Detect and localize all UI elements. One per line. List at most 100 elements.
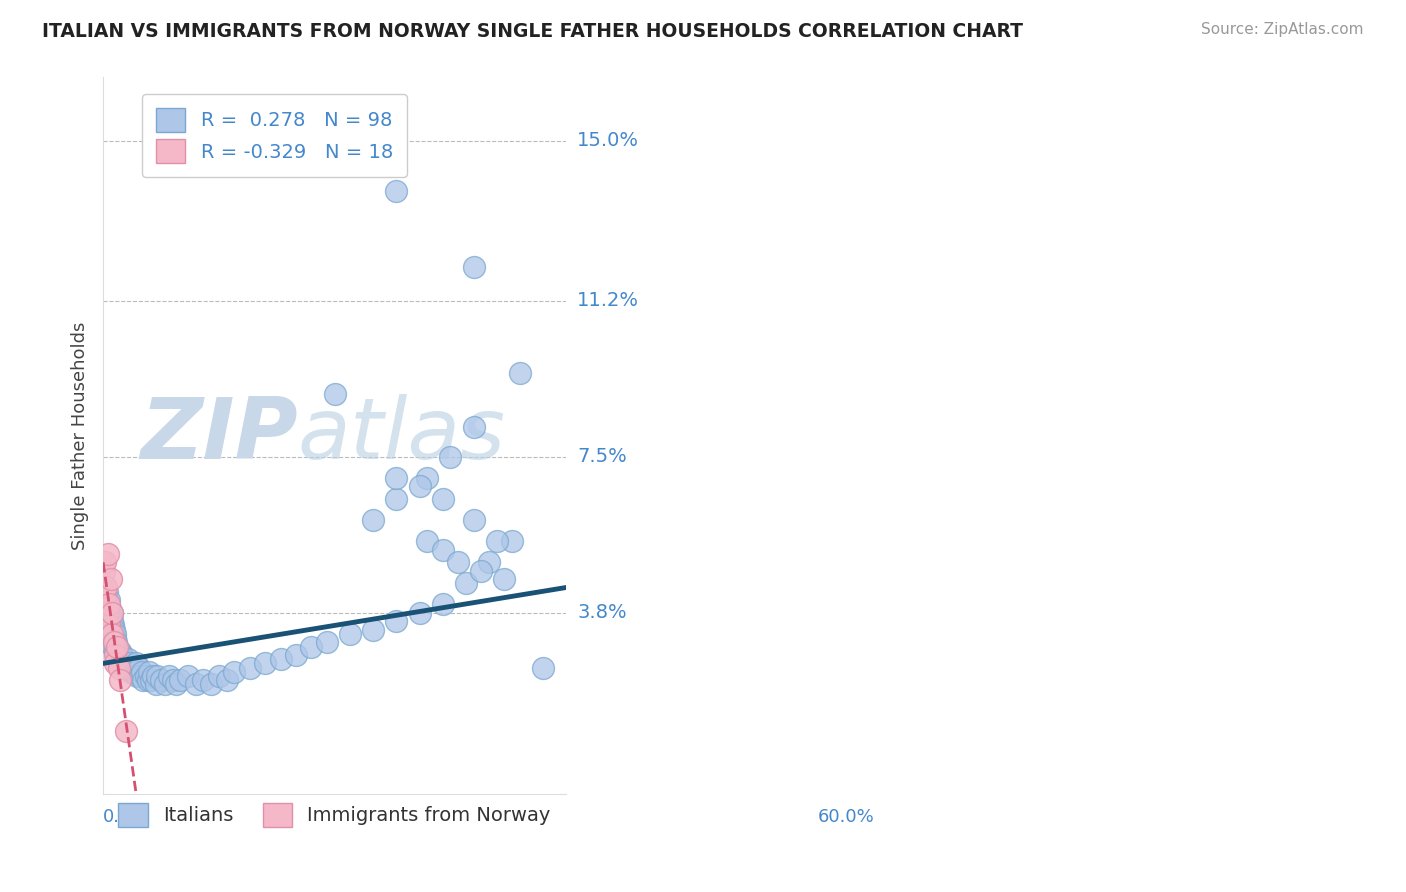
Point: [432, 491, 454, 506]
Point: [94, 555, 117, 569]
Point: [100, 572, 122, 586]
Point: [125, 669, 148, 683]
Point: [285, 648, 308, 662]
Point: [416, 534, 439, 549]
Point: [96, 584, 118, 599]
Point: [122, 665, 145, 679]
Point: [93, 598, 115, 612]
Point: [135, 669, 157, 683]
Point: [385, 184, 408, 198]
Point: [301, 640, 323, 654]
Point: [117, 660, 139, 674]
Point: [200, 677, 222, 691]
Point: [101, 635, 124, 649]
Y-axis label: Single Father Households: Single Father Households: [72, 321, 89, 550]
Point: [114, 660, 136, 674]
Point: [104, 648, 127, 662]
Point: [93, 589, 115, 603]
Point: [97, 547, 120, 561]
Point: [501, 534, 523, 549]
Point: [408, 479, 430, 493]
Point: [96, 606, 118, 620]
Point: [107, 660, 129, 674]
Point: [432, 542, 454, 557]
Point: [121, 660, 143, 674]
Point: [115, 723, 138, 738]
Point: [96, 610, 118, 624]
Point: [97, 623, 120, 637]
Point: [96, 581, 118, 595]
Point: [165, 677, 187, 691]
Point: [100, 631, 122, 645]
Point: [107, 648, 129, 662]
Point: [323, 386, 346, 401]
Point: [146, 669, 169, 683]
Point: [169, 673, 191, 688]
Point: [153, 677, 176, 691]
Point: [101, 606, 124, 620]
Point: [132, 673, 155, 688]
Point: [104, 631, 127, 645]
Point: [177, 669, 200, 683]
Point: [98, 593, 121, 607]
Point: [107, 644, 129, 658]
Point: [93, 606, 115, 620]
Point: [108, 644, 131, 658]
Point: [162, 673, 184, 688]
Point: [98, 614, 121, 628]
Point: [97, 627, 120, 641]
Text: 7.5%: 7.5%: [578, 447, 627, 467]
Point: [101, 640, 124, 654]
Point: [103, 623, 125, 637]
Point: [111, 657, 134, 671]
Text: 3.8%: 3.8%: [578, 603, 627, 623]
Point: [117, 652, 139, 666]
Point: [93, 564, 115, 578]
Point: [105, 640, 128, 654]
Point: [385, 471, 408, 485]
Text: Source: ZipAtlas.com: Source: ZipAtlas.com: [1201, 22, 1364, 37]
Point: [108, 673, 131, 688]
Text: 60.0%: 60.0%: [818, 808, 875, 826]
Point: [110, 652, 132, 666]
Point: [104, 644, 127, 658]
Point: [120, 665, 142, 679]
Point: [94, 614, 117, 628]
Text: atlas: atlas: [298, 394, 506, 477]
Point: [112, 657, 135, 671]
Point: [531, 660, 554, 674]
Point: [208, 669, 231, 683]
Point: [100, 627, 122, 641]
Point: [142, 669, 165, 683]
Point: [103, 635, 125, 649]
Point: [463, 420, 485, 434]
Point: [454, 576, 477, 591]
Point: [150, 673, 173, 688]
Point: [139, 673, 162, 688]
Point: [94, 581, 117, 595]
Point: [193, 673, 215, 688]
Point: [101, 614, 124, 628]
Point: [339, 627, 361, 641]
Point: [105, 648, 128, 662]
Point: [145, 677, 167, 691]
Point: [184, 677, 207, 691]
Point: [224, 665, 246, 679]
Point: [239, 660, 262, 674]
Point: [432, 598, 454, 612]
Point: [124, 657, 146, 671]
Point: [129, 669, 152, 683]
Point: [104, 627, 127, 641]
Point: [463, 260, 485, 274]
Point: [104, 657, 127, 671]
Point: [408, 606, 430, 620]
Point: [97, 606, 120, 620]
Point: [157, 669, 180, 683]
Point: [470, 564, 492, 578]
Point: [270, 652, 292, 666]
Point: [101, 618, 124, 632]
Point: [97, 598, 120, 612]
Point: [447, 555, 470, 569]
Point: [485, 534, 508, 549]
Point: [108, 652, 131, 666]
